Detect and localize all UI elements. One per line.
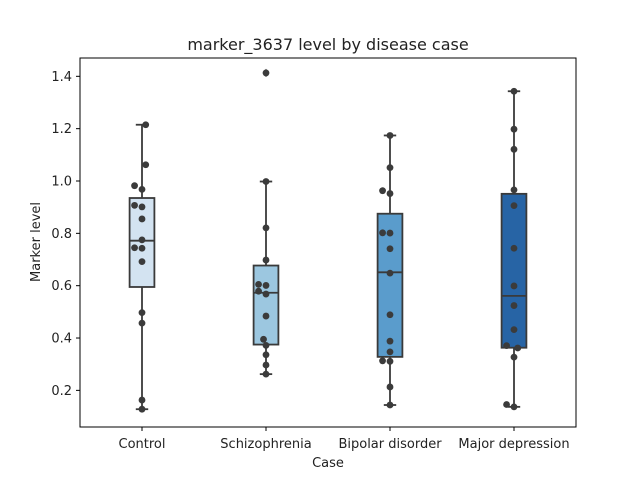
data-point — [386, 164, 394, 172]
y-tick-label: 1.2 — [51, 122, 72, 137]
data-point — [262, 361, 270, 369]
data-point — [386, 311, 394, 319]
data-point — [138, 396, 146, 404]
box-group — [252, 68, 280, 376]
data-point — [262, 351, 270, 359]
y-tick-label: 1.4 — [51, 70, 72, 85]
box — [376, 212, 404, 358]
data-point — [386, 383, 394, 391]
y-tick-label: 0.2 — [51, 384, 72, 399]
data-point — [131, 182, 138, 190]
data-point — [131, 201, 138, 209]
data-point — [260, 335, 267, 343]
data-point — [138, 319, 146, 327]
data-point — [510, 302, 518, 309]
data-point — [255, 280, 262, 288]
y-axis-label: Marker level — [29, 202, 44, 282]
data-point — [131, 244, 138, 252]
data-point — [386, 245, 394, 253]
data-point — [386, 269, 394, 277]
data-point — [510, 326, 518, 334]
data-point — [262, 341, 270, 349]
data-point — [510, 244, 518, 252]
data-point — [386, 190, 394, 197]
data-point — [503, 342, 510, 350]
chart-title: marker_3637 level by disease case — [187, 35, 468, 55]
box — [252, 264, 280, 346]
data-point — [503, 401, 510, 408]
box-group — [128, 123, 156, 411]
data-point — [510, 186, 518, 194]
box — [500, 192, 528, 349]
data-point — [386, 229, 394, 237]
data-point — [138, 236, 146, 244]
plot-frame — [79, 57, 577, 428]
data-point — [379, 229, 386, 237]
data-point — [262, 69, 270, 77]
data-point — [262, 282, 270, 289]
data-point — [510, 145, 518, 153]
y-axis: 0.2 0.4 0.6 0.8 1.0 1.2 1.4 — [51, 70, 80, 399]
swarm-group — [255, 69, 270, 378]
x-tick-label: Control — [119, 437, 166, 452]
data-point — [386, 348, 394, 356]
swarm-group — [379, 132, 394, 409]
data-point — [510, 282, 518, 290]
data-point — [255, 287, 262, 295]
y-tick-label: 1.0 — [51, 175, 72, 190]
swarm-group — [131, 121, 150, 413]
x-tick-label: Schizophrenia — [220, 437, 311, 452]
x-axis: Control Schizophrenia Bipolar disorder Majo… — [119, 427, 570, 452]
y-tick-label: 0.8 — [51, 227, 72, 242]
data-point — [379, 357, 386, 365]
data-point — [262, 256, 270, 264]
x-axis-label: Case — [312, 456, 344, 471]
box-group — [500, 90, 528, 408]
data-point — [386, 132, 394, 139]
data-point — [142, 161, 150, 169]
data-point — [514, 344, 522, 352]
data-point — [379, 187, 386, 195]
data-point — [262, 290, 270, 298]
data-point — [510, 353, 518, 361]
data-point — [510, 125, 518, 133]
plot-area — [128, 68, 528, 413]
data-point — [386, 337, 394, 345]
data-point — [262, 224, 270, 232]
data-point — [138, 258, 146, 266]
data-point — [142, 121, 150, 129]
x-tick-label: Major depression — [458, 437, 569, 452]
swarm-group — [503, 87, 522, 411]
data-point — [138, 405, 146, 413]
data-point — [262, 370, 270, 378]
y-tick-label: 0.6 — [51, 279, 72, 294]
data-point — [386, 401, 394, 409]
data-point — [138, 244, 146, 252]
y-tick-label: 0.4 — [51, 332, 72, 347]
x-tick-label: Bipolar disorder — [338, 437, 442, 452]
data-point — [386, 357, 394, 365]
data-point — [138, 203, 146, 211]
data-point — [510, 403, 518, 411]
box-group — [376, 134, 404, 406]
data-point — [262, 312, 270, 320]
data-point — [138, 309, 146, 317]
data-point — [510, 202, 518, 210]
data-point — [262, 178, 270, 185]
data-point — [138, 215, 146, 223]
data-point — [510, 87, 518, 95]
data-point — [138, 185, 146, 193]
